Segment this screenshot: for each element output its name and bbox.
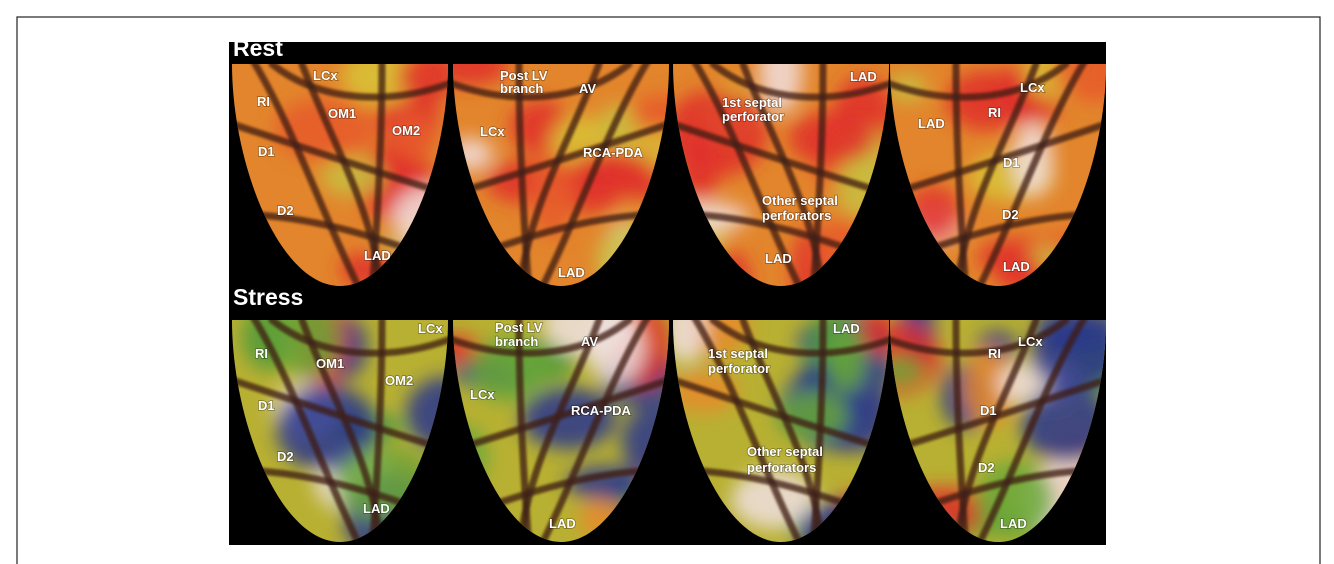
vessel-label: LCx xyxy=(480,124,505,139)
vessel-label: LAD xyxy=(1003,259,1030,274)
vessel-label: LAD xyxy=(833,321,860,336)
vessel-label: LAD xyxy=(364,248,391,263)
vessel-label: LCx xyxy=(313,68,338,83)
vessel-label: branch xyxy=(500,81,543,96)
vessel-label: D1 xyxy=(258,144,275,159)
vessel-label: RI xyxy=(257,94,270,109)
vessel-label: D2 xyxy=(277,203,294,218)
vessel-label: LCx xyxy=(1018,334,1043,349)
vessel-label: D2 xyxy=(1002,207,1019,222)
vessel-label: perforator xyxy=(708,361,770,376)
vessel-label: LAD xyxy=(558,265,585,280)
vessel-label: perforators xyxy=(747,460,816,475)
row-title: Rest xyxy=(233,35,283,61)
row-title: Stress xyxy=(233,284,303,310)
vessel-label: perforators xyxy=(762,208,831,223)
vessel-label: D1 xyxy=(258,398,275,413)
vessel-label: OM1 xyxy=(316,356,344,371)
body: RestLCxRIOM1OM2D1D2LADPost LVbranchAVLCx… xyxy=(0,0,1334,564)
perfusion-blob xyxy=(789,112,874,165)
vessel-label: OM1 xyxy=(328,106,356,121)
vessel-label: LCx xyxy=(470,387,495,402)
vessel-label: LCx xyxy=(1020,80,1045,95)
vessel-label: 1st septal xyxy=(722,95,782,110)
vessel-label: D2 xyxy=(277,449,294,464)
vessel-label: LAD xyxy=(549,516,576,531)
vessel-label: LAD xyxy=(918,116,945,131)
vessel-label: RCA-PDA xyxy=(571,403,632,418)
vessel-label: RCA-PDA xyxy=(583,145,644,160)
vessel-label: D2 xyxy=(978,460,995,475)
page: Perfusion maps {"figure": {"rows": [ {"t… xyxy=(0,0,1334,564)
vessel-label: RI xyxy=(255,346,268,361)
vessel-label: LAD xyxy=(850,69,877,84)
vessel-label: Post LV xyxy=(495,320,543,335)
vessel-label: LAD xyxy=(363,501,390,516)
vessel-label: perforator xyxy=(722,109,784,124)
vessel-label: LCx xyxy=(418,321,443,336)
vessel-label: branch xyxy=(495,334,538,349)
vessel-label: OM2 xyxy=(385,373,413,388)
vessel-label: LAD xyxy=(1000,516,1027,531)
vessel-label: AV xyxy=(581,334,598,349)
vessel-label: RI xyxy=(988,346,1001,361)
vessel-label: 1st septal xyxy=(708,346,768,361)
vessel-label: Other septal xyxy=(747,444,823,459)
vessel-label: D1 xyxy=(980,403,997,418)
vessel-label: Other septal xyxy=(762,193,838,208)
vessel-label: RI xyxy=(988,105,1001,120)
vessel-label: D1 xyxy=(1003,155,1020,170)
vessel-label: AV xyxy=(579,81,596,96)
vessel-label: LAD xyxy=(765,251,792,266)
figure: RestLCxRIOM1OM2D1D2LADPost LVbranchAVLCx… xyxy=(0,0,1334,564)
vessel-label: OM2 xyxy=(392,123,420,138)
